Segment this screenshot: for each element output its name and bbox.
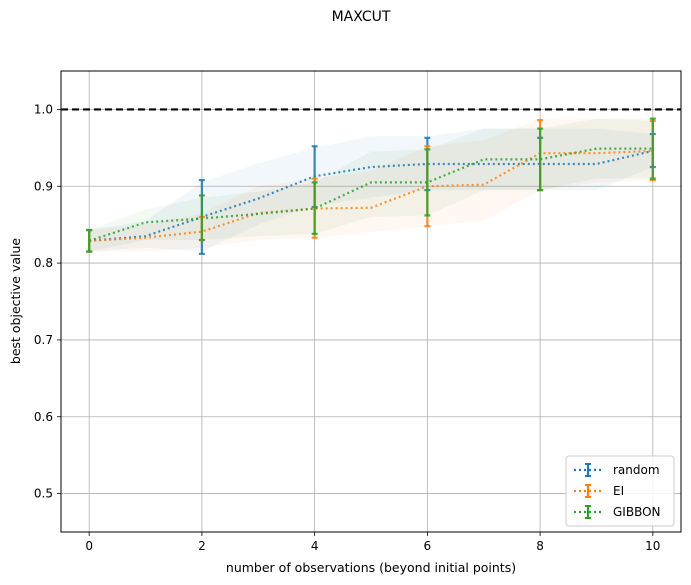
y-tick-label: 0.5 [34,487,53,501]
series-line-gibbon [88,147,653,242]
x-tick-label: 0 [85,539,93,553]
legend-label-random: random [613,463,660,477]
y-tick-label: 0.7 [34,333,53,347]
legend-label-ei: EI [613,484,624,498]
legend-label-gibbon: GIBBON [613,505,661,519]
tick-layer: 0 2 4 6 8 10 0.5 0.6 0.7 0.8 0.9 1.0 [34,102,661,553]
x-tick-label: 6 [424,539,432,553]
error-bar-gibbon [537,127,544,192]
band-gibbon [89,118,653,252]
error-bar-gibbon [649,117,656,180]
x-tick-label: 8 [536,539,544,553]
y-tick-label: 1.0 [34,102,53,116]
x-tick-label: 10 [645,539,660,553]
y-tick-label: 0.9 [34,179,53,193]
error-bar-gibbon [424,148,431,217]
band-ei [89,118,653,252]
x-tick-label: 4 [311,539,319,553]
error-bar-gibbon [86,228,93,253]
legend-box [565,455,675,527]
chart-title: MAXCUT [332,9,391,25]
x-tick-label: 2 [198,539,206,553]
legend: random EI GIBBON [565,455,675,527]
y-axis-label: best objective value [8,238,23,365]
x-axis-label: number of observations (beyond initial p… [226,560,516,575]
series-layer [86,117,656,255]
error-bar-gibbon [311,181,318,235]
error-bar-gibbon [198,194,205,242]
legend-entry-gibbon: GIBBON [574,505,661,519]
plot-frame [60,70,682,533]
legend-entry-ei: EI [574,484,624,498]
series-line-random [89,149,654,242]
series-line-ei [89,149,653,242]
y-tick-label: 0.6 [34,410,53,424]
y-tick-label: 0.8 [34,256,53,270]
legend-entry-random: random [574,463,660,477]
confidence-bands [89,118,653,252]
